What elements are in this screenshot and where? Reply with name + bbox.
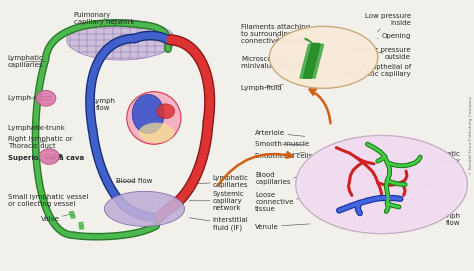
Polygon shape [80,226,83,229]
Text: Right lymphatic or
Thoracic duct: Right lymphatic or Thoracic duct [8,136,73,149]
Text: Systemic
capillary
network: Systemic capillary network [189,191,245,211]
Ellipse shape [104,191,184,226]
Polygon shape [79,222,83,226]
Text: Lymphatic
capillaries: Lymphatic capillaries [8,55,46,68]
Text: Smooth muscle: Smooth muscle [255,141,310,147]
Text: © Kendall Hunt Publishing Company: © Kendall Hunt Publishing Company [469,96,473,175]
Circle shape [296,136,467,234]
Text: Higher pressure
outside: Higher pressure outside [355,47,411,60]
Text: Microscopic
minivalue (flap like): Microscopic minivalue (flap like) [241,56,310,69]
Text: Pulmonary
capillary network: Pulmonary capillary network [74,12,134,25]
Polygon shape [305,38,312,44]
Text: Venule: Venule [255,224,310,230]
Text: Lymph fluid: Lymph fluid [241,84,283,91]
Text: Lymphatic
capillary: Lymphatic capillary [424,151,460,164]
Text: Arteriole: Arteriole [255,130,305,136]
Circle shape [269,26,378,88]
Polygon shape [71,215,75,218]
Text: Loose
connective
tissue: Loose connective tissue [255,192,310,212]
Text: Filaments attaching
to surrounding
connective tissue: Filaments attaching to surrounding conne… [241,24,310,45]
Text: Opening: Opening [378,33,411,39]
Ellipse shape [39,149,59,164]
Ellipse shape [67,20,175,60]
Text: Lymphatic trunk: Lymphatic trunk [8,125,64,131]
Text: Low pressure
inside: Low pressure inside [365,13,411,32]
Text: Blood flow: Blood flow [116,178,153,184]
Text: Lymph node: Lymph node [8,95,50,101]
Ellipse shape [157,104,174,119]
Text: Valve: Valve [41,214,71,222]
Ellipse shape [127,92,181,144]
Ellipse shape [132,94,164,134]
Ellipse shape [36,91,56,106]
Text: Small lymphatic vessel
or collecting vessel: Small lymphatic vessel or collecting ves… [8,194,88,207]
Text: Interstitial
fluid (IF): Interstitial fluid (IF) [189,217,248,231]
Text: Lymphatic
capillaries: Lymphatic capillaries [189,175,249,188]
Text: Lymph
flow: Lymph flow [92,98,115,111]
Circle shape [298,137,465,232]
Text: Superior vena cava: Superior vena cava [8,154,84,162]
Ellipse shape [138,123,174,143]
Text: Interstitial
fluid: Interstitial fluid [425,183,460,196]
Text: Endothelial of
lymphatic capillary: Endothelial of lymphatic capillary [344,64,411,77]
Text: Lymph
flow: Lymph flow [434,213,460,226]
Text: Endothelial cells: Endothelial cells [255,152,312,159]
Text: Blood
capillaries: Blood capillaries [255,172,307,185]
Polygon shape [70,211,74,215]
